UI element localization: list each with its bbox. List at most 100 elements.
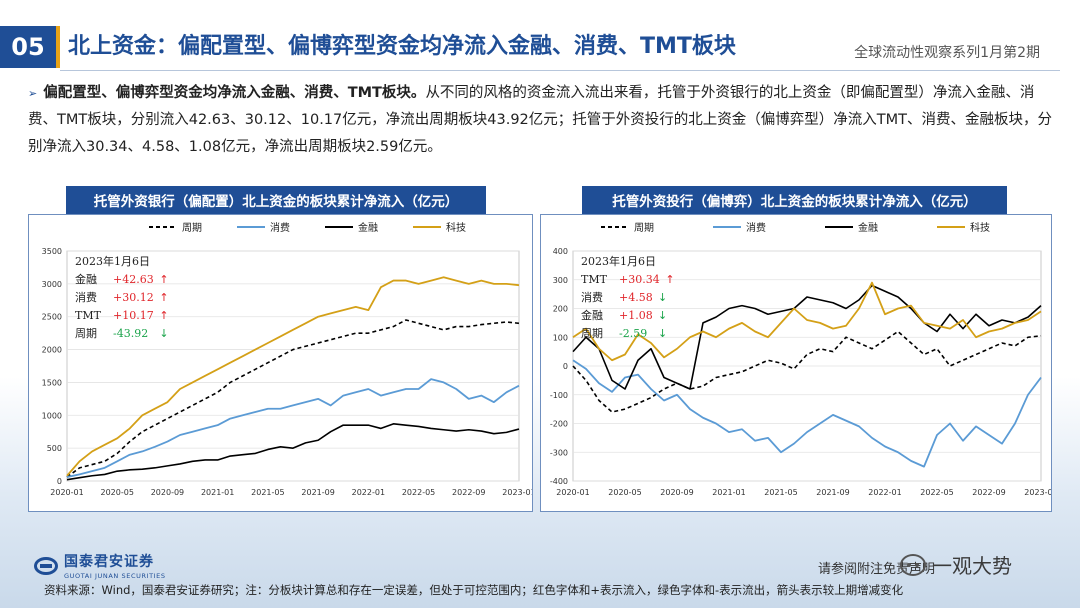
annotation-value: +30.12 xyxy=(113,291,154,304)
logo-icon xyxy=(34,556,58,575)
chart-frame-allocation: 0 500 1000 1500 2000 2500 3000 3500 2020-01 2020-… xyxy=(28,214,533,512)
chart-panel-speculative: 托管外资投行（偏博弈）北上资金的板块累计净流入（亿元） -400 -300 -200… xyxy=(540,186,1052,512)
annotation-value: -2.59 xyxy=(619,327,647,340)
annotation-sector: TMT xyxy=(581,273,608,286)
x-tick-label: 2020-01 xyxy=(50,488,83,497)
summary-lead: 偏配置型、偏博弈型资金均净流入金融、消费、TMT板块。 xyxy=(43,85,426,101)
chart-panel-allocation: 托管外资银行（偏配置）北上资金的板块累计净流入（亿元） 0 500 1000 1500… xyxy=(28,186,533,512)
y-tick-label: 0 xyxy=(563,362,568,371)
y-tick-label: -100 xyxy=(550,391,568,400)
summary-paragraph: ➢ 偏配置型、偏博弈型资金均净流入金融、消费、TMT板块。从不同的风格的资金流入流… xyxy=(28,80,1058,161)
x-tick-label: 2022-01 xyxy=(352,488,385,497)
annotation-sector: 周期 xyxy=(581,327,603,340)
annotation-date: 2023年1月6日 xyxy=(75,254,150,268)
y-tick-label: 2500 xyxy=(42,313,62,322)
x-tick-label: 2021-09 xyxy=(301,488,334,497)
annotation-value: +1.08 xyxy=(619,309,653,322)
series-line-周期 xyxy=(66,319,520,478)
y-tick-label: 1500 xyxy=(42,378,62,387)
legend-entry: 周期 xyxy=(634,222,654,234)
legend-entry: 金融 xyxy=(858,221,878,234)
annotation-value: +4.58 xyxy=(619,291,653,304)
logo-text-en: GUOTAI JUNAN SECURITIES xyxy=(64,572,166,580)
x-tick-label: 2022-05 xyxy=(402,488,435,497)
chart-title-speculative: 托管外资投行（偏博弈）北上资金的板块累计净流入（亿元） xyxy=(582,186,1007,214)
title-divider xyxy=(60,70,1060,71)
page-title: 北上资金：偏配置型、偏博弈型资金均净流入金融、消费、TMT板块 xyxy=(68,34,736,59)
annotation-sector: TMT xyxy=(75,309,102,322)
y-tick-label: 500 xyxy=(47,444,62,453)
series-line-周期 xyxy=(572,330,1042,413)
annotation-value: +10.17 xyxy=(113,309,154,322)
legend-entry: 科技 xyxy=(446,221,466,234)
watermark-text: 一观大势 xyxy=(932,554,1012,578)
y-tick-label: 400 xyxy=(553,247,568,256)
annotation-sector: 消费 xyxy=(581,290,603,304)
series-line-消费 xyxy=(66,378,520,478)
x-tick-label: 2023-01 xyxy=(1024,488,1051,497)
y-tick-label: 1000 xyxy=(42,411,62,420)
y-tick-label: 3000 xyxy=(42,280,62,289)
annotation-date: 2023年1月6日 xyxy=(581,254,656,268)
line-chart-speculative: -400 -300 -200 -100 0 100 200 300 400 2020-01 2020… xyxy=(550,221,1051,497)
annotation-arrow: ↑ xyxy=(665,273,674,286)
x-tick-label: 2021-05 xyxy=(764,488,797,497)
x-tick-label: 2020-01 xyxy=(556,488,589,497)
annotation-arrow: ↓ xyxy=(658,309,667,322)
annotation-sector: 金融 xyxy=(75,272,97,286)
annotation-sector: 周期 xyxy=(75,327,97,340)
y-tick-label: 200 xyxy=(553,305,568,314)
wechat-icon xyxy=(900,553,926,576)
annotation-arrow: ↓ xyxy=(658,291,667,304)
x-tick-label: 2023-01 xyxy=(502,488,532,497)
line-chart-allocation: 0 500 1000 1500 2000 2500 3000 3500 2020-01 2020-… xyxy=(42,221,532,497)
chart-frame-speculative: -400 -300 -200 -100 0 100 200 300 400 2020-01 2020… xyxy=(540,214,1052,512)
bullet-arrow-icon: ➢ xyxy=(28,87,38,100)
annotation-arrow: ↑ xyxy=(159,309,168,322)
annotation-value: +30.34 xyxy=(619,273,660,286)
annotation-value: +42.63 xyxy=(113,273,154,286)
x-tick-label: 2022-01 xyxy=(868,488,901,497)
x-tick-label: 2020-09 xyxy=(151,488,184,497)
y-tick-label: -300 xyxy=(550,448,568,457)
section-accent-bar xyxy=(56,26,60,68)
legend-entry: 科技 xyxy=(970,221,990,234)
y-tick-label: 3500 xyxy=(42,247,62,256)
x-tick-label: 2022-09 xyxy=(452,488,485,497)
series-line-金融 xyxy=(572,284,1042,390)
x-tick-label: 2021-09 xyxy=(816,488,849,497)
legend-entry: 周期 xyxy=(182,222,202,234)
annotation-sector: 消费 xyxy=(75,290,97,304)
watermark: 一观大势 xyxy=(900,550,1012,579)
series-line-科技 xyxy=(572,281,1042,362)
x-tick-label: 2021-01 xyxy=(201,488,234,497)
series-line-消费 xyxy=(572,359,1042,468)
annotation-value: -43.92 xyxy=(113,327,148,340)
annotation-sector: 金融 xyxy=(581,308,603,322)
y-tick-label: -200 xyxy=(550,420,568,429)
legend-entry: 消费 xyxy=(746,221,766,234)
report-series-title: 全球流动性观察系列1月第2期 xyxy=(854,45,1040,61)
x-tick-label: 2020-09 xyxy=(660,488,693,497)
summary-body: 从不同的风格的资金流入流出来看，托管于外资银行的北上资金（即偏配置型）净流入金融… xyxy=(28,85,1052,155)
y-tick-label: 0 xyxy=(57,477,62,486)
x-tick-label: 2020-05 xyxy=(608,488,641,497)
header: 05 北上资金：偏配置型、偏博弈型资金均净流入金融、消费、TMT板块 全球流动性… xyxy=(0,22,1080,72)
source-note: 资料来源：Wind，国泰君安证券研究；注：分板块计算总和存在一定误差，但处于可控… xyxy=(44,583,904,597)
annotation-arrow: ↓ xyxy=(658,327,667,340)
annotation-arrow: ↑ xyxy=(159,273,168,286)
company-logo: 国泰君安证券 GUOTAI JUNAN SECURITIES xyxy=(34,551,166,580)
x-tick-label: 2022-09 xyxy=(972,488,1005,497)
x-tick-label: 2022-05 xyxy=(920,488,953,497)
chart-title-allocation: 托管外资银行（偏配置）北上资金的板块累计净流入（亿元） xyxy=(66,186,486,214)
y-tick-label: 300 xyxy=(553,276,568,285)
series-line-科技 xyxy=(66,276,520,477)
legend-entry: 消费 xyxy=(270,221,290,234)
x-tick-label: 2020-05 xyxy=(101,488,134,497)
section-number: 05 xyxy=(0,26,56,68)
x-tick-label: 2021-05 xyxy=(251,488,284,497)
annotation-arrow: ↑ xyxy=(159,291,168,304)
x-tick-label: 2021-01 xyxy=(712,488,745,497)
annotation-arrow: ↓ xyxy=(159,327,168,340)
y-tick-label: 100 xyxy=(553,333,568,342)
